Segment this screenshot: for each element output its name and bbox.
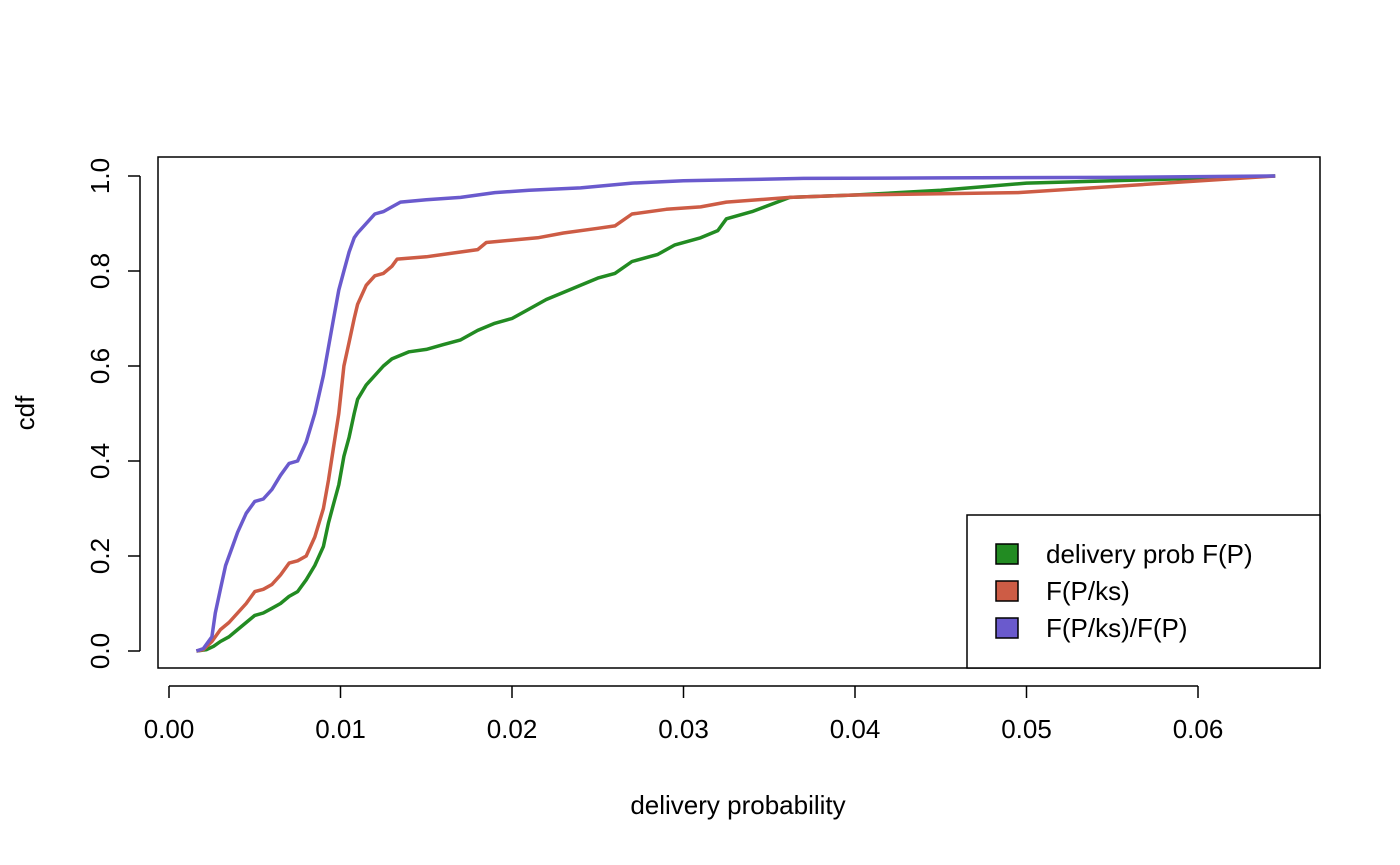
y-tick-label: 1.0 (85, 158, 115, 194)
legend-swatch (995, 580, 1019, 602)
x-tick-label: 0.02 (487, 714, 538, 744)
y-tick-label: 0.8 (85, 253, 115, 289)
x-tick-label: 0.00 (144, 714, 195, 744)
series-line-1 (196, 174, 1276, 653)
y-tick-label: 0.4 (85, 443, 115, 479)
series-line-3 (195, 174, 1276, 653)
x-tick-label: 0.04 (830, 714, 881, 744)
y-axis-label: cdf (10, 395, 40, 430)
x-tick-label: 0.06 (1173, 714, 1224, 744)
legend-label: F(P/ks)/F(P) (1046, 613, 1188, 643)
legend-swatch (995, 617, 1019, 639)
series-line-2 (196, 174, 1276, 653)
x-tick-label: 0.03 (658, 714, 709, 744)
y-tick-label: 0.2 (85, 538, 115, 574)
x-tick-label: 0.05 (1001, 714, 1052, 744)
legend: delivery prob F(P) F(P/ks) F(P/ks)/F(P) (966, 514, 1321, 669)
y-tick-label: 0.6 (85, 348, 115, 384)
legend-label: F(P/ks) (1046, 576, 1130, 606)
legend-box (966, 514, 1321, 669)
y-axis: 0.0 0.2 0.4 0.6 0.8 1.0 (85, 158, 141, 669)
y-tick-label: 0.0 (85, 633, 115, 669)
legend-swatch (995, 543, 1019, 565)
plot-area (157, 156, 1321, 669)
x-tick-label: 0.01 (315, 714, 366, 744)
legend-label: delivery prob F(P) (1046, 539, 1253, 569)
x-axis-label: delivery probability (630, 790, 845, 820)
x-axis: 0.00 0.01 0.02 0.03 0.04 0.05 0.06 (144, 685, 1224, 744)
plot-frame (157, 156, 1321, 669)
